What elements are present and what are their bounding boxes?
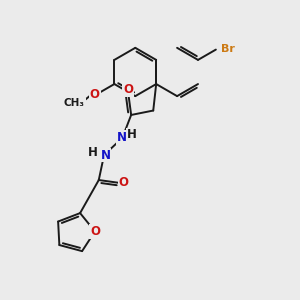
Text: O: O (90, 88, 100, 101)
Text: N: N (100, 148, 110, 161)
Text: Br: Br (221, 44, 235, 54)
Text: N: N (117, 131, 127, 144)
Text: H: H (88, 146, 98, 159)
Text: O: O (123, 83, 133, 96)
Text: CH₃: CH₃ (64, 98, 85, 109)
Text: H: H (127, 128, 137, 142)
Text: O: O (90, 225, 100, 238)
Text: O: O (118, 176, 128, 190)
